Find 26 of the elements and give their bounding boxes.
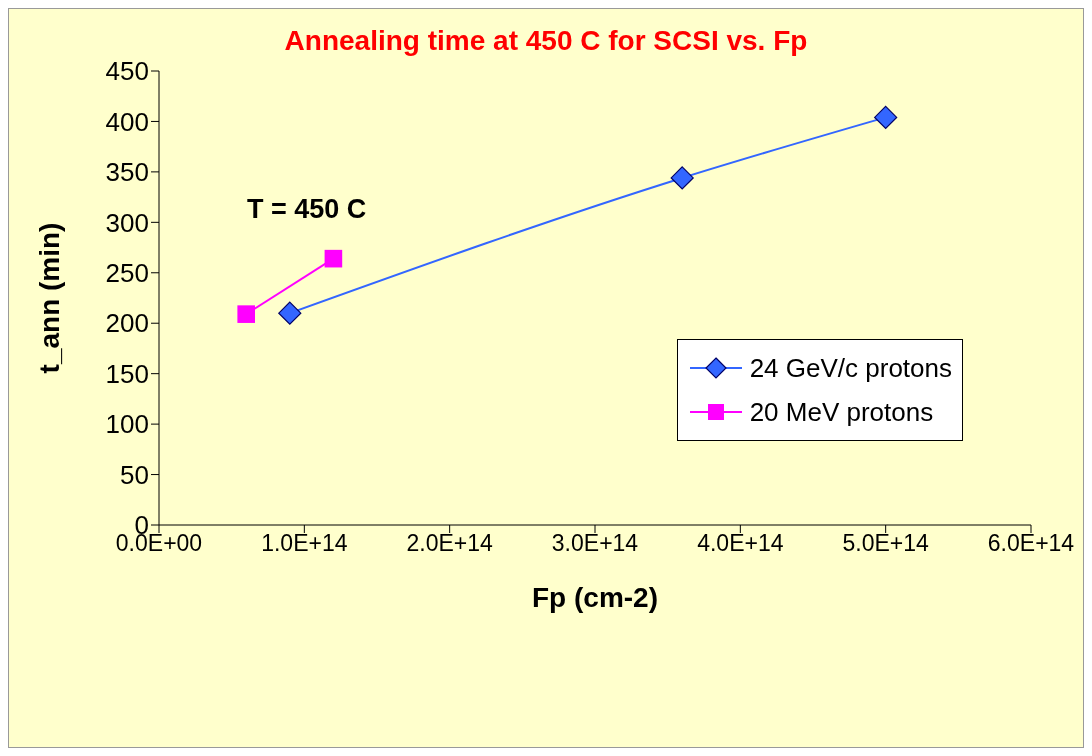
point (237, 305, 255, 323)
legend-label: 24 GeV/c protons (749, 352, 952, 384)
chart-title: Annealing time at 450 C for SCSI vs. Fp (283, 25, 809, 57)
point (278, 301, 302, 325)
y-tick-label: 200 (105, 308, 149, 339)
x-tick-label: 1.0E+14 (261, 530, 348, 557)
y-tick-label: 250 (105, 258, 149, 289)
y-tick-label: 350 (105, 157, 149, 188)
x-tick-label: 5.0E+14 (842, 530, 930, 557)
y-tick-label: 400 (105, 106, 149, 137)
x-tick-label: 2.0E+14 (406, 530, 494, 557)
y-tick-label: 300 (105, 207, 149, 238)
y-tick-label: 50 (120, 459, 149, 490)
x-tick-label: 4.0E+14 (697, 530, 784, 557)
x-tick-label: 3.0E+14 (551, 530, 639, 557)
y-tick-label: 150 (105, 358, 149, 389)
x-axis-title: Fp (cm-2) (532, 582, 658, 613)
point (324, 249, 343, 268)
annotation: T = 450 C (247, 194, 367, 225)
legend-label: 20 MeV protons (749, 396, 934, 428)
point (874, 105, 898, 130)
y-tick-label: 100 (105, 409, 149, 440)
y-tick-label: 450 (105, 56, 149, 87)
y-axis-title: t_ann (min) (33, 222, 65, 374)
x-tick-label: 6.0E+14 (987, 530, 1075, 557)
point (670, 166, 694, 190)
